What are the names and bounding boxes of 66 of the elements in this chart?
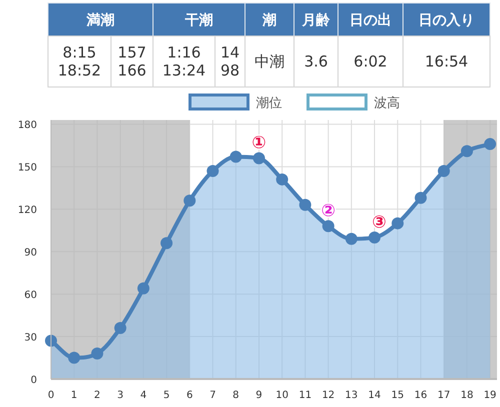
point xyxy=(299,198,312,211)
point xyxy=(368,231,381,244)
legend-label: 波高 xyxy=(374,95,400,111)
point xyxy=(345,232,358,245)
x-tick-label: 6 xyxy=(186,390,193,401)
annotation: ② xyxy=(321,201,336,222)
text: 3.6 xyxy=(304,52,328,70)
y-tick-label: 60 xyxy=(24,290,37,302)
x-tick-label: 2 xyxy=(94,390,100,401)
point xyxy=(460,145,473,158)
x-tick-label: 1 xyxy=(70,390,78,401)
x-tick-label: 8 xyxy=(232,390,240,401)
x-tick-label: 10 xyxy=(276,390,288,401)
category-label: 潮 xyxy=(262,12,276,28)
legend-label: 潮位 xyxy=(256,96,282,111)
point xyxy=(276,173,288,186)
x-tick-label: 19 xyxy=(484,390,496,401)
x-tick-label: 14 xyxy=(368,390,381,401)
y-tick-label: 150 xyxy=(18,162,37,174)
point xyxy=(484,138,496,150)
point xyxy=(184,194,196,207)
text: 157 166 xyxy=(118,44,146,80)
annotation: ③ xyxy=(372,212,386,232)
y-tick-label: 180 xyxy=(18,120,37,132)
point xyxy=(137,282,150,294)
point xyxy=(414,192,427,204)
x-tick-label: 9 xyxy=(256,390,262,401)
x-tick-label: 7 xyxy=(210,390,216,401)
x-tick-label: 18 xyxy=(460,390,474,401)
x-tick-label: 0 xyxy=(48,390,54,401)
text: 中潮 xyxy=(254,52,284,70)
category-label: 干潮 xyxy=(184,12,213,28)
category-label: 日の入り xyxy=(418,12,474,28)
x-tick-label: 4 xyxy=(140,390,147,401)
point xyxy=(206,164,219,177)
point xyxy=(322,220,334,232)
x-tick-label: 16 xyxy=(414,390,428,401)
y-tick-label: 120 xyxy=(18,205,37,216)
text: 1:16 13:24 xyxy=(162,44,206,80)
x-tick-label: 12 xyxy=(322,390,335,401)
point xyxy=(91,348,104,360)
point xyxy=(45,334,57,347)
x-tick-label: 11 xyxy=(298,390,312,401)
x-tick-label: 3 xyxy=(117,390,124,401)
x-tick-label: 13 xyxy=(345,390,358,401)
x-tick-label: 17 xyxy=(437,390,450,401)
point xyxy=(160,237,173,250)
category-label: 月齢 xyxy=(301,12,331,28)
y-tick-label: 90 xyxy=(24,248,37,259)
point xyxy=(392,217,404,230)
annotation: ① xyxy=(252,133,266,154)
point xyxy=(252,152,265,164)
y-tick-label: 0 xyxy=(30,375,37,386)
x-tick-label: 15 xyxy=(391,390,404,401)
x-tick-label: 5 xyxy=(163,390,170,401)
category-label: 満潮 xyxy=(86,12,114,28)
point xyxy=(68,352,80,364)
text: 8:15 18:52 xyxy=(58,44,102,80)
category-label: 日の出 xyxy=(350,12,392,28)
text: 6:02 xyxy=(354,52,388,70)
point xyxy=(114,322,126,334)
y-tick-label: 30 xyxy=(24,332,37,344)
point xyxy=(438,164,450,177)
point xyxy=(230,150,242,163)
text: 16:54 xyxy=(424,52,468,70)
text: 14 98 xyxy=(220,44,240,80)
